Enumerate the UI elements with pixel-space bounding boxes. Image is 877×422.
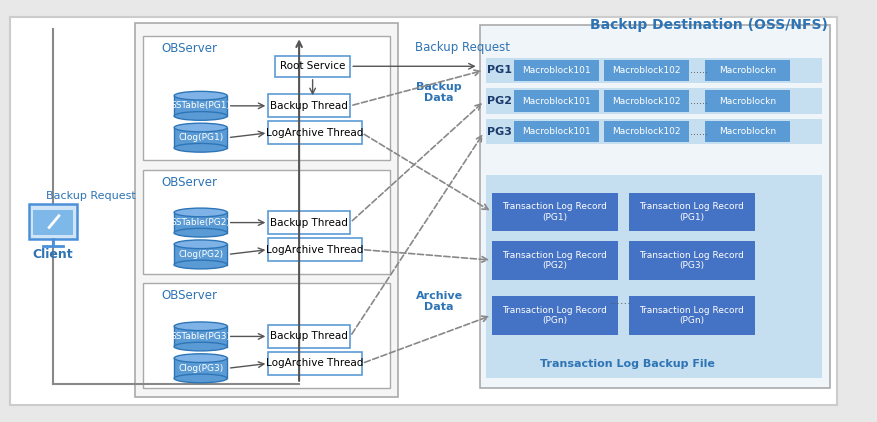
Text: Macroblockn: Macroblockn (718, 66, 775, 75)
FancyBboxPatch shape (628, 241, 753, 279)
FancyBboxPatch shape (174, 244, 227, 265)
Ellipse shape (174, 260, 227, 269)
Text: LogArchive Thread: LogArchive Thread (266, 128, 363, 138)
Text: Macroblock102: Macroblock102 (611, 97, 680, 106)
FancyBboxPatch shape (603, 121, 688, 143)
FancyBboxPatch shape (267, 352, 361, 375)
Text: ......: ...... (609, 296, 631, 306)
FancyBboxPatch shape (29, 204, 77, 239)
FancyBboxPatch shape (491, 296, 617, 335)
FancyBboxPatch shape (275, 56, 350, 77)
Text: SSTable(PG3): SSTable(PG3) (170, 332, 231, 341)
FancyBboxPatch shape (704, 60, 789, 81)
FancyBboxPatch shape (135, 23, 397, 397)
Text: ......: ...... (688, 96, 707, 106)
Text: PG1: PG1 (487, 65, 511, 75)
Text: Clog(PG1): Clog(PG1) (178, 133, 223, 142)
Text: Root Service: Root Service (280, 61, 345, 71)
Text: Backup
Data: Backup Data (416, 81, 461, 103)
Text: Transaction Log Record
(PGn): Transaction Log Record (PGn) (502, 306, 607, 325)
Text: Transaction Log Record
(PG1): Transaction Log Record (PG1) (638, 202, 744, 222)
Text: Archive
Data: Archive Data (415, 291, 462, 313)
Text: Macroblockn: Macroblockn (718, 97, 775, 106)
FancyBboxPatch shape (143, 283, 389, 387)
Text: Transaction Log Record
(PGn): Transaction Log Record (PGn) (638, 306, 744, 325)
Ellipse shape (174, 208, 227, 217)
FancyBboxPatch shape (704, 121, 789, 143)
Ellipse shape (174, 240, 227, 249)
Text: SSTable(PG2): SSTable(PG2) (170, 218, 231, 227)
Ellipse shape (174, 322, 227, 331)
Text: Backup Destination (OSS/NFS): Backup Destination (OSS/NFS) (590, 18, 827, 32)
Text: Clog(PG3): Clog(PG3) (178, 364, 223, 373)
FancyBboxPatch shape (603, 60, 688, 81)
Ellipse shape (174, 143, 227, 152)
Text: Backup Thread: Backup Thread (270, 218, 348, 227)
Text: Transaction Log Record
(PG2): Transaction Log Record (PG2) (502, 251, 607, 270)
Text: LogArchive Thread: LogArchive Thread (266, 358, 363, 368)
FancyBboxPatch shape (514, 90, 598, 112)
FancyBboxPatch shape (10, 17, 837, 405)
Text: Macroblock102: Macroblock102 (611, 127, 680, 136)
FancyBboxPatch shape (628, 193, 753, 231)
Text: LogArchive Thread: LogArchive Thread (266, 245, 363, 254)
Text: Macroblock101: Macroblock101 (522, 97, 590, 106)
FancyBboxPatch shape (267, 238, 361, 261)
Ellipse shape (174, 112, 227, 120)
Text: Transaction Log Backup File: Transaction Log Backup File (539, 360, 715, 369)
FancyBboxPatch shape (491, 193, 617, 231)
FancyBboxPatch shape (491, 241, 617, 279)
FancyBboxPatch shape (267, 121, 361, 144)
Ellipse shape (174, 342, 227, 351)
Text: Macroblock101: Macroblock101 (522, 66, 590, 75)
FancyBboxPatch shape (32, 210, 74, 235)
FancyBboxPatch shape (514, 60, 598, 81)
FancyBboxPatch shape (174, 358, 227, 379)
Text: Macroblock102: Macroblock102 (611, 66, 680, 75)
FancyBboxPatch shape (174, 326, 227, 346)
FancyBboxPatch shape (174, 212, 227, 233)
Text: OBServer: OBServer (160, 289, 217, 303)
FancyBboxPatch shape (486, 175, 821, 378)
FancyBboxPatch shape (486, 89, 821, 114)
Text: OBServer: OBServer (160, 42, 217, 55)
Text: Backup Request: Backup Request (415, 41, 510, 54)
Text: Clog(PG2): Clog(PG2) (178, 250, 223, 259)
FancyBboxPatch shape (486, 57, 821, 83)
FancyBboxPatch shape (174, 127, 227, 148)
FancyBboxPatch shape (143, 36, 389, 160)
FancyBboxPatch shape (704, 90, 789, 112)
Text: Macroblock101: Macroblock101 (522, 127, 590, 136)
Text: PG3: PG3 (487, 127, 511, 137)
Ellipse shape (174, 123, 227, 132)
Text: Backup Request: Backup Request (46, 191, 135, 200)
FancyBboxPatch shape (174, 96, 227, 116)
Ellipse shape (174, 374, 227, 383)
Text: SSTable(PG1): SSTable(PG1) (170, 101, 231, 110)
Ellipse shape (174, 228, 227, 237)
FancyBboxPatch shape (143, 170, 389, 274)
Text: Backup Thread: Backup Thread (270, 101, 348, 111)
FancyBboxPatch shape (628, 296, 753, 335)
Text: ......: ...... (688, 127, 707, 137)
Text: OBServer: OBServer (160, 176, 217, 189)
FancyBboxPatch shape (267, 94, 350, 117)
FancyBboxPatch shape (267, 325, 350, 348)
FancyBboxPatch shape (514, 121, 598, 143)
Text: PG2: PG2 (487, 96, 511, 106)
Text: Transaction Log Record
(PG3): Transaction Log Record (PG3) (638, 251, 744, 270)
Ellipse shape (174, 91, 227, 100)
FancyBboxPatch shape (603, 90, 688, 112)
Text: Transaction Log Record
(PG1): Transaction Log Record (PG1) (502, 202, 607, 222)
FancyBboxPatch shape (486, 119, 821, 144)
FancyBboxPatch shape (480, 25, 829, 387)
Ellipse shape (174, 354, 227, 362)
Text: Backup Thread: Backup Thread (270, 331, 348, 341)
FancyBboxPatch shape (267, 211, 350, 234)
Text: Macroblockn: Macroblockn (718, 127, 775, 136)
Text: Client: Client (32, 248, 74, 261)
Text: ......: ...... (688, 65, 707, 75)
